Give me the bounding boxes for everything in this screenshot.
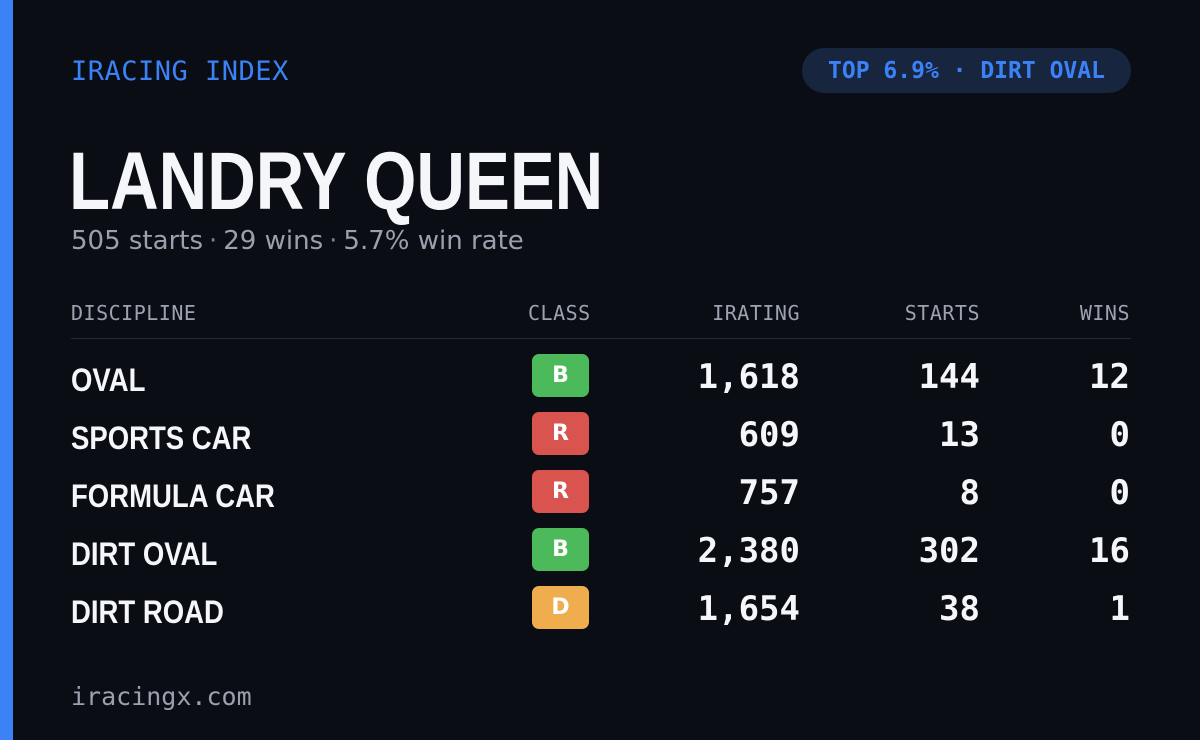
starts-value: 302 bbox=[918, 531, 980, 571]
rank-badge: TOP 6.9% · DIRT OVAL bbox=[802, 48, 1131, 93]
career-summary: 505 starts · 29 wins · 5.7% win rate bbox=[71, 226, 524, 256]
wins-value: 0 bbox=[1109, 415, 1130, 455]
starts-value: 38 bbox=[939, 589, 980, 629]
irating-value: 609 bbox=[738, 415, 800, 455]
license-class-badge: R bbox=[532, 470, 589, 513]
header-discipline: DISCIPLINE bbox=[71, 301, 197, 325]
summary-win-rate: 5.7% win rate bbox=[343, 226, 524, 256]
discipline-name: DIRT ROAD bbox=[71, 594, 224, 630]
license-class-badge: D bbox=[532, 586, 589, 629]
table-row: SPORTS CAR R 609 13 0 bbox=[71, 412, 1131, 470]
wins-value: 1 bbox=[1109, 589, 1130, 629]
discipline-name: DIRT OVAL bbox=[71, 536, 218, 572]
starts-value: 144 bbox=[918, 357, 980, 397]
accent-bar bbox=[0, 0, 13, 740]
summary-separator: · bbox=[209, 226, 218, 256]
table-row: OVAL B 1,618 144 12 bbox=[71, 354, 1131, 412]
brand-label: IRACING INDEX bbox=[71, 56, 289, 87]
header-class: CLASS bbox=[528, 301, 591, 325]
discipline-name: FORMULA CAR bbox=[71, 478, 275, 514]
table-header: DISCIPLINE CLASS IRATING STARTS WINS bbox=[71, 298, 1131, 339]
header-starts: STARTS bbox=[904, 301, 980, 325]
irating-value: 1,618 bbox=[697, 357, 800, 397]
table-row: FORMULA CAR R 757 8 0 bbox=[71, 470, 1131, 528]
irating-value: 2,380 bbox=[697, 531, 800, 571]
header-irating: IRATING bbox=[712, 301, 800, 325]
table-row: DIRT OVAL B 2,380 302 16 bbox=[71, 528, 1131, 586]
wins-value: 16 bbox=[1089, 531, 1130, 571]
starts-value: 8 bbox=[959, 473, 980, 513]
wins-value: 0 bbox=[1109, 473, 1130, 513]
summary-wins: 29 wins bbox=[223, 226, 324, 256]
driver-name: LANDRY QUEEN bbox=[69, 136, 604, 227]
header-wins: WINS bbox=[1079, 301, 1130, 325]
irating-value: 757 bbox=[738, 473, 800, 513]
summary-starts: 505 starts bbox=[71, 226, 203, 256]
starts-value: 13 bbox=[939, 415, 980, 455]
table-row: DIRT ROAD D 1,654 38 1 bbox=[71, 586, 1131, 644]
summary-separator: · bbox=[329, 226, 338, 256]
discipline-name: SPORTS CAR bbox=[71, 420, 252, 456]
footer-site: iracingx.com bbox=[71, 682, 252, 711]
discipline-name: OVAL bbox=[71, 362, 146, 398]
wins-value: 12 bbox=[1089, 357, 1130, 397]
license-class-badge: B bbox=[532, 528, 589, 571]
license-class-badge: B bbox=[532, 354, 589, 397]
irating-value: 1,654 bbox=[697, 589, 800, 629]
license-class-badge: R bbox=[532, 412, 589, 455]
